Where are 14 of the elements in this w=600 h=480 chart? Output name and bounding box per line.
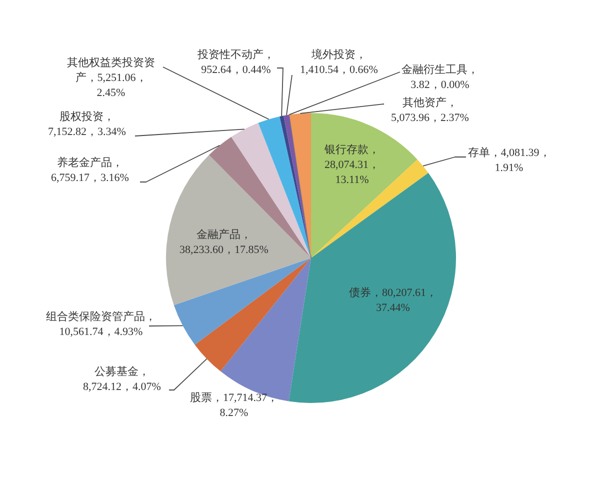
data-label: 债券，80,207.61，37.44% bbox=[349, 287, 437, 314]
data-label: 其他资产，5,073.96，2.37% bbox=[391, 97, 469, 124]
data-label: 金融产品，38,233.60，17.85% bbox=[180, 229, 268, 256]
data-label: 股权投资，7,152.82，3.34% bbox=[48, 111, 126, 138]
data-label: 存单，4,081.39，1.91% bbox=[468, 147, 550, 174]
data-label: 股票，17,714.37，8.27% bbox=[190, 392, 278, 419]
data-label: 其他权益类投资资产，5,251.06，2.45% bbox=[67, 57, 155, 99]
data-label: 组合类保险资管产品，10,561.74，4.93% bbox=[46, 311, 156, 338]
data-label: 公募基金，8,724.12，4.07% bbox=[83, 366, 161, 393]
data-label: 养老金产品，6,759.17，3.16% bbox=[51, 157, 129, 184]
data-label: 境外投资，1,410.54，0.66% bbox=[300, 49, 378, 76]
data-label: 投资性不动产，952.64，0.44% bbox=[198, 49, 274, 76]
data-label: 银行存款，28,074.31，13.11% bbox=[324, 144, 380, 186]
data-label: 金融衍生工具，3.82，0.00% bbox=[402, 64, 478, 91]
